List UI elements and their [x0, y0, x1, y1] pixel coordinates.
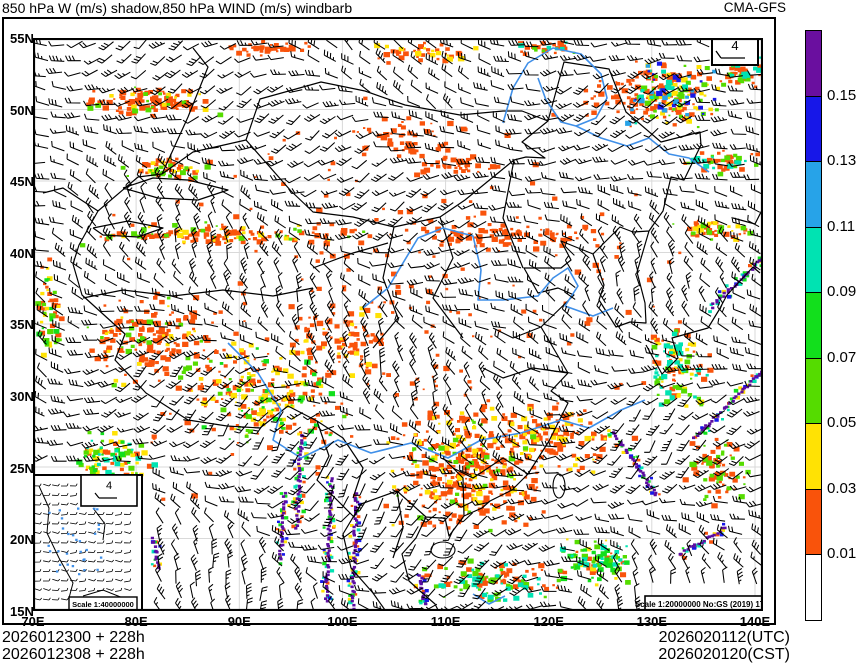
lat-label: 30N [10, 389, 34, 404]
colorbar-segment [806, 489, 821, 555]
inset-legend-barb-value: 4 [106, 480, 112, 492]
lat-label: 35N [10, 317, 34, 333]
colorbar-tick-label: 0.05 [827, 414, 857, 431]
lon-label: 90E [227, 614, 251, 629]
lon-label: 140E [739, 614, 771, 629]
inset-scale-text: Scale 1:40000000 [72, 600, 134, 609]
colorbar-tick-label: 0.13 [827, 152, 857, 169]
colorbar-segment [806, 31, 821, 97]
colorbar-segment [806, 424, 821, 490]
lat-label: 40N [10, 245, 34, 261]
lon-label: 100E [327, 614, 358, 629]
init-time-run2: 2026012308 + 228h [2, 646, 145, 663]
colorbar-tick-label: 0.11 [827, 217, 856, 235]
colorbar-tick-label: 0.01 [827, 545, 857, 562]
chart-title: 850 hPa W (m/s) shadow,850 hPa WIND (m/s… [2, 0, 353, 16]
colorbar-tick-label: 0.09 [827, 283, 857, 300]
lon-label: 110E [430, 614, 461, 629]
colorbar-tick-label: 0.07 [827, 348, 857, 366]
colorbar-segment [806, 227, 821, 293]
colorbar-segment [806, 555, 821, 620]
init-time-run1: 2026012300 + 228h [2, 629, 145, 646]
legend-barb-value: 4 [731, 38, 738, 53]
colorbar-tick-label: 0.03 [827, 479, 857, 497]
lat-label: 45N [10, 174, 34, 190]
colorbar-tick-label: 0.15 [827, 86, 857, 104]
lon-label: 80E [124, 614, 148, 629]
lat-label: 20N [10, 532, 34, 548]
map-scale-text: Scale 1:20000000 No:GS (2019) 1786 [635, 600, 763, 609]
wind-barb-map: 4 Scale 1:40000000 4 Scale 1:20000000 No:GS… [33, 38, 763, 611]
lon-label: 120E [533, 614, 564, 629]
lat-label: 50N [10, 102, 34, 118]
valid-time-cst: 2026020120(CST) [658, 646, 790, 663]
colorbar-segment [806, 96, 821, 162]
lat-label: 55N [10, 31, 34, 46]
colorbar [805, 30, 822, 621]
lon-label: 70E [21, 614, 45, 629]
colorbar-segment [806, 358, 821, 424]
lat-label: 15N [10, 603, 34, 619]
model-label: CMA-GFS [723, 0, 786, 15]
valid-time-utc: 2026020112(UTC) [658, 629, 790, 646]
lat-label: 25N [10, 460, 34, 476]
colorbar-segment [806, 293, 821, 359]
colorbar-segment [806, 162, 821, 228]
lon-label: 130E [636, 614, 668, 629]
south-china-sea-inset: 4 Scale 1:40000000 [33, 474, 143, 611]
